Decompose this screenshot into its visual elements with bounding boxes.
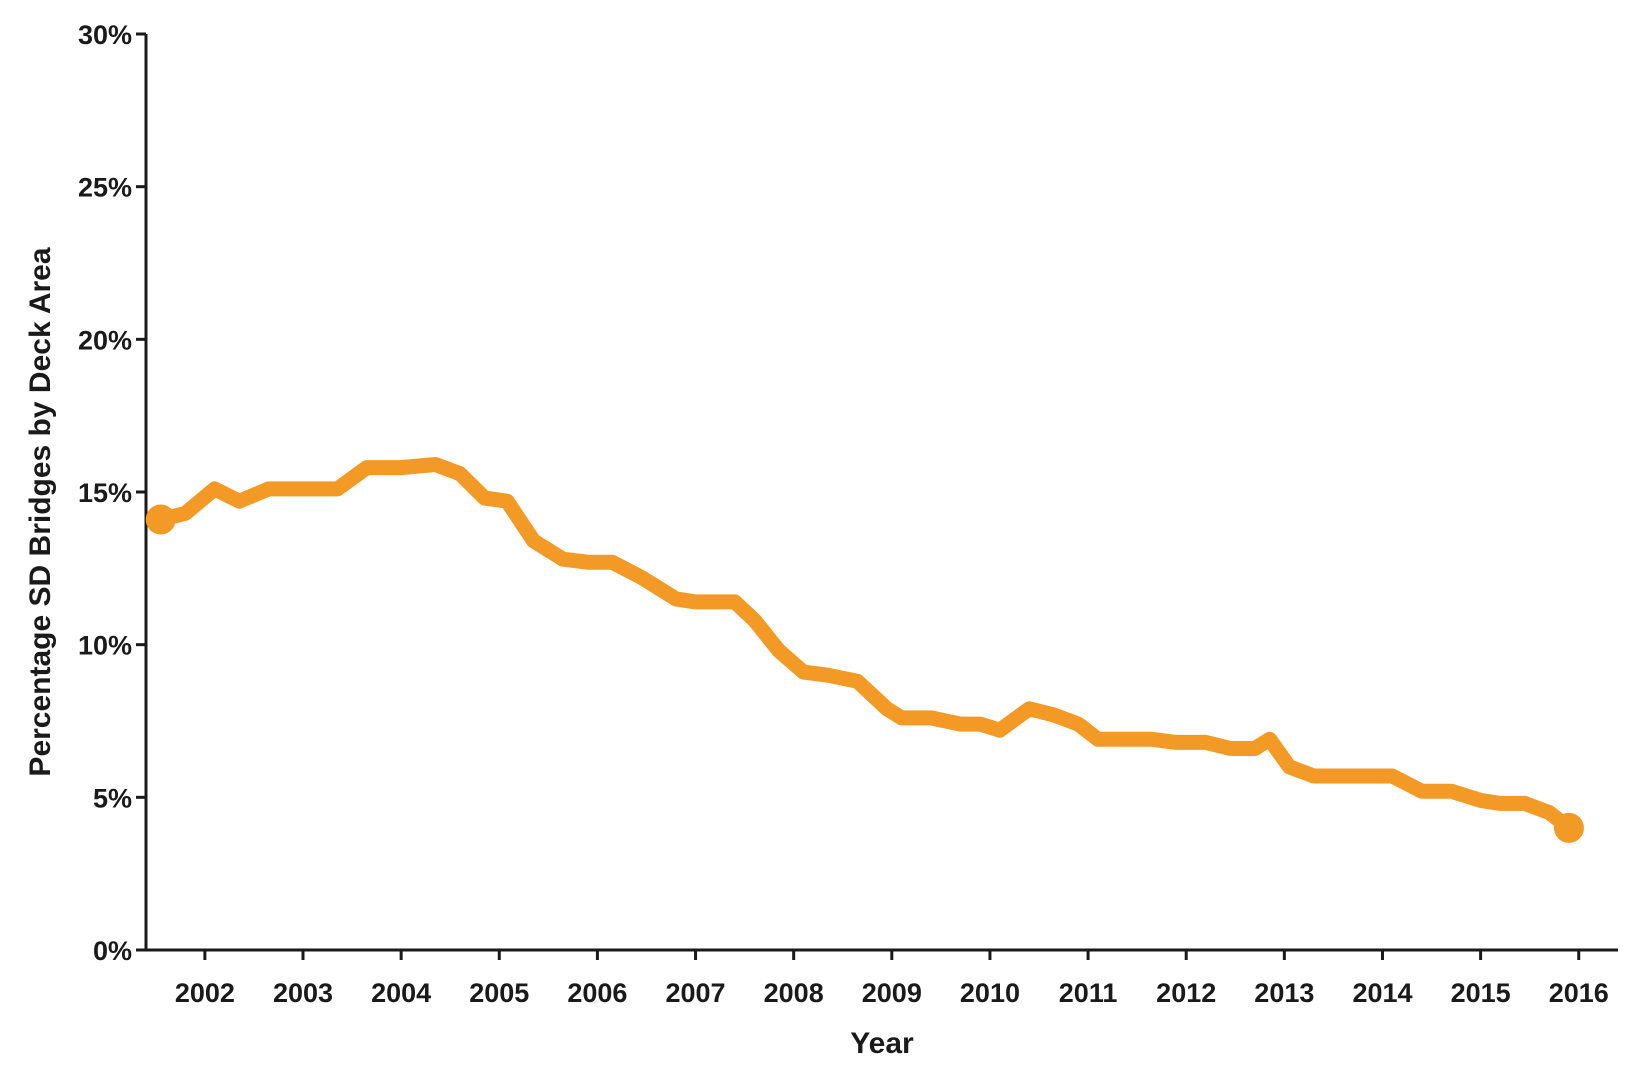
series-line — [153, 457, 1577, 836]
x-tick-label: 2008 — [764, 978, 824, 1008]
x-tick-label: 2016 — [1549, 978, 1609, 1008]
x-axis-ticks: 2002 2003 2004 2005 2006 2007 2008 2009 2010 2011… — [175, 950, 1609, 1008]
x-tick-label: 2005 — [469, 978, 529, 1008]
x-tick-label: 2013 — [1254, 978, 1314, 1008]
y-tick-label: 0% — [93, 936, 132, 966]
series-start-point — [145, 504, 176, 535]
x-tick-label: 2009 — [862, 978, 922, 1008]
x-axis-title: Year — [850, 1027, 914, 1060]
x-tick-label: 2015 — [1451, 978, 1511, 1008]
y-axis-title: Percentage SD Bridges by Deck Area — [24, 247, 57, 776]
y-tick-label: 15% — [78, 478, 132, 508]
y-tick-label: 20% — [78, 325, 132, 355]
x-tick-label: 2004 — [371, 978, 431, 1008]
x-tick-label: 2007 — [666, 978, 726, 1008]
y-tick-label: 5% — [93, 783, 132, 813]
x-tick-label: 2012 — [1156, 978, 1216, 1008]
x-tick-label: 2006 — [567, 978, 627, 1008]
x-tick-label: 2003 — [273, 978, 333, 1008]
y-tick-label: 30% — [78, 20, 132, 50]
y-axis-ticks: 0% 5% 10% 15% 20% 25% 30% — [78, 20, 146, 966]
y-tick-label: 25% — [78, 173, 132, 203]
x-tick-label: 2011 — [1059, 978, 1118, 1008]
x-tick-label: 2002 — [175, 978, 235, 1008]
x-tick-label: 2010 — [960, 978, 1020, 1008]
x-tick-label: 2014 — [1352, 978, 1412, 1008]
series-end-point — [1553, 812, 1584, 843]
y-tick-label: 10% — [78, 631, 132, 661]
